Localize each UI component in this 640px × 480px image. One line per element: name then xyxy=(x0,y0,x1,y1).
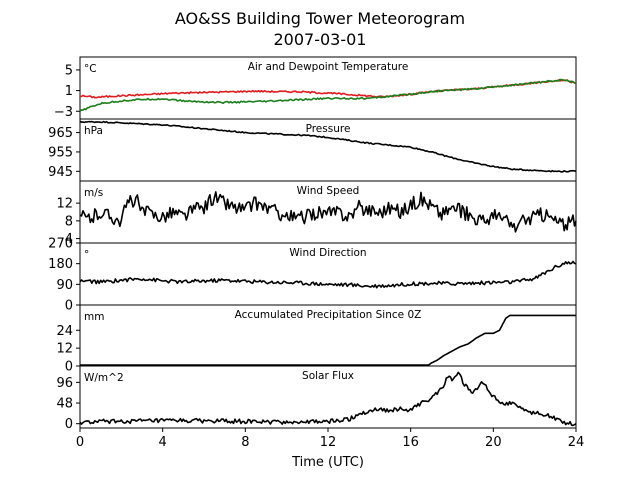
series-line-0 xyxy=(79,191,577,233)
y-tick-label: 12 xyxy=(56,197,73,212)
x-tick-label: 20 xyxy=(485,435,502,450)
panel-frame xyxy=(79,365,577,429)
x-axis-label: Time (UTC) xyxy=(291,455,364,470)
x-tick-label: 0 xyxy=(76,435,84,450)
x-tick-label: 4 xyxy=(159,435,167,450)
y-tick-label: 48 xyxy=(56,397,73,412)
y-tick-label: 4 xyxy=(65,232,73,247)
series-line-0 xyxy=(79,260,577,289)
unit-label: °C xyxy=(84,63,97,75)
figure-subtitle: 2007-03-01 xyxy=(274,30,367,49)
y-tick-label: 90 xyxy=(56,278,73,293)
panel-title: Wind Direction xyxy=(289,247,366,259)
x-tick-label: 24 xyxy=(568,435,585,450)
y-tick-label: 0 xyxy=(65,417,73,432)
unit-label: ° xyxy=(84,249,89,261)
y-tick-label: 8 xyxy=(65,214,73,229)
series-line-1 xyxy=(79,78,577,112)
panel-title: Solar Flux xyxy=(302,370,354,382)
unit-label: W/m^2 xyxy=(84,372,124,384)
y-tick-label: 955 xyxy=(48,145,73,160)
y-tick-label: 12 xyxy=(56,342,73,357)
series-line-0 xyxy=(80,314,576,366)
y-tick-label: 0 xyxy=(65,360,73,375)
panel-4: 0 12 24 Accumulated Precipitation Since 0Z m… xyxy=(56,304,577,375)
panel-title: Air and Dewpoint Temperature xyxy=(248,61,409,73)
series-line-0 xyxy=(79,371,577,427)
panels: −3 1 5 Air and Dewpoint Temperature °C 945 955… xyxy=(48,56,577,432)
panel-title: Wind Speed xyxy=(297,185,360,197)
y-tick-label: 24 xyxy=(56,324,73,339)
x-tick-label: 8 xyxy=(241,435,249,450)
panel-3: 0 90 180 270 Wind Direction ° xyxy=(48,237,577,314)
y-tick-label: 180 xyxy=(48,257,73,272)
x-tick-label: 12 xyxy=(320,435,337,450)
panel-1: 945 955 965 Pressure hPa xyxy=(48,118,577,182)
panel-frame xyxy=(79,304,577,367)
y-tick-label: 270 xyxy=(48,237,73,252)
y-tick-label: −3 xyxy=(54,105,73,120)
y-tick-label: 96 xyxy=(56,376,73,391)
unit-label: mm xyxy=(84,311,104,323)
y-tick-label: 5 xyxy=(65,63,73,78)
y-tick-label: 945 xyxy=(48,165,73,180)
panel-2: 4 8 12 Wind Speed m/s xyxy=(56,180,577,247)
unit-label: m/s xyxy=(84,187,103,199)
y-tick-label: 965 xyxy=(48,126,73,141)
y-tick-label: 0 xyxy=(65,299,73,314)
x-tick-label: 16 xyxy=(402,435,419,450)
panel-title: Accumulated Precipitation Since 0Z xyxy=(235,309,422,321)
figure-title: AO&SS Building Tower Meteorogram xyxy=(175,9,465,28)
x-axis: 0 4 8 12 16 20 24 xyxy=(76,428,584,450)
y-tick-label: 1 xyxy=(65,84,73,99)
panel-5: 0 48 96 Solar Flux W/m^2 xyxy=(56,365,577,432)
panel-title: Pressure xyxy=(306,123,351,135)
panel-0: −3 1 5 Air and Dewpoint Temperature °C xyxy=(54,56,577,120)
series-line-0 xyxy=(79,120,577,173)
unit-label: hPa xyxy=(84,125,103,137)
